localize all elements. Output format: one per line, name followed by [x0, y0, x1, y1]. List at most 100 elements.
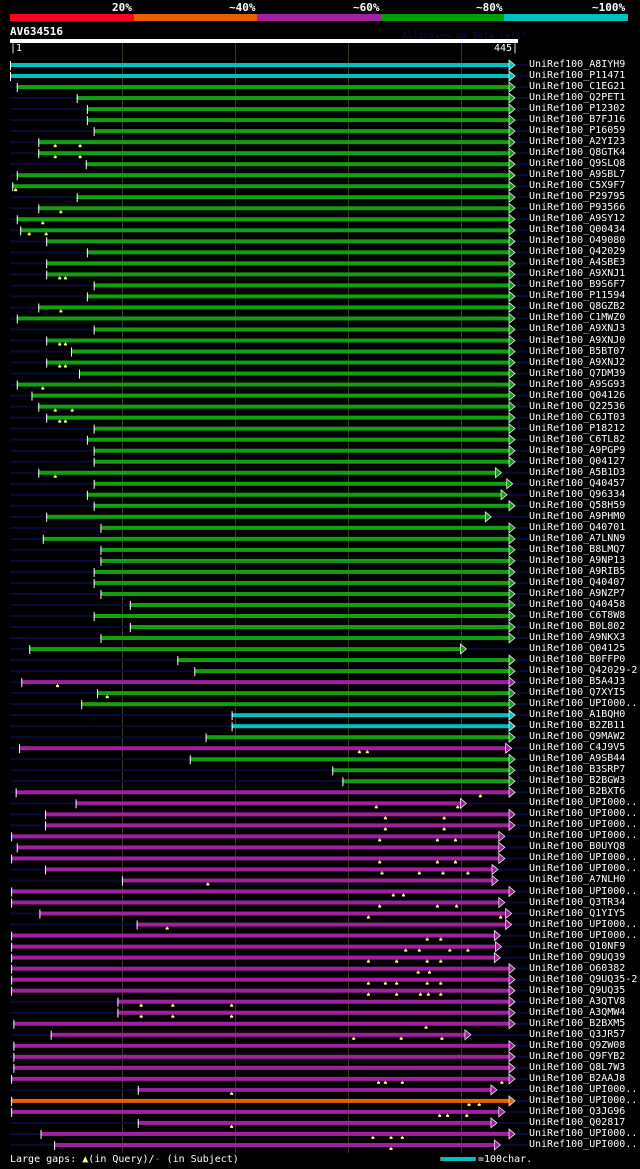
hit-row[interactable] [10, 841, 528, 854]
hit-label[interactable]: UniRef100_A9SY12 [529, 213, 626, 225]
hit-label[interactable]: UniRef100_Q96334 [529, 488, 626, 500]
hit-label[interactable]: UniRef100_Q9FYB2 [529, 1050, 626, 1062]
hit-row[interactable] [10, 290, 528, 303]
hit-row[interactable] [10, 1139, 528, 1151]
hit-label[interactable]: UniRef100_A4SBE3 [529, 257, 626, 269]
hit-label[interactable]: UniRef100_A9RIB5 [529, 565, 626, 577]
hit-row[interactable] [10, 92, 528, 104]
hit-label[interactable]: UniRef100_A9PHM0 [529, 510, 626, 522]
hit-row[interactable] [10, 1051, 528, 1063]
hit-row[interactable] [10, 610, 528, 622]
hit-row[interactable] [10, 907, 528, 920]
hit-label[interactable]: UniRef100_P93566 [529, 202, 626, 214]
hit-row[interactable] [10, 1062, 528, 1074]
hit-label[interactable]: UniRef100_P12302 [529, 103, 626, 115]
hit-label[interactable]: UniRef100_Q22536 [529, 400, 626, 412]
hit-label[interactable]: UniRef100_B5A4J3 [529, 676, 626, 688]
hit-row[interactable] [10, 863, 528, 876]
hit-row[interactable] [10, 279, 528, 292]
hit-label[interactable]: UniRef100_Q8GZB2 [529, 301, 626, 313]
hit-label[interactable]: UniRef100_Q7XYI5 [529, 687, 626, 699]
hit-row[interactable] [10, 940, 528, 953]
hit-label[interactable]: UniRef100_Q7DM39 [529, 367, 626, 379]
hit-label[interactable]: UniRef100_P11471 [529, 70, 626, 82]
hit-row[interactable] [10, 1073, 528, 1085]
hit-label[interactable]: UniRef100_Q9UQ35 [529, 984, 626, 996]
hit-row[interactable] [10, 676, 528, 688]
hit-row[interactable] [10, 588, 528, 600]
hit-row[interactable] [10, 665, 528, 677]
hit-label[interactable]: UniRef100_Q8GTK4 [529, 147, 626, 159]
hit-label[interactable]: UniRef100_Q00434 [529, 224, 626, 236]
hit-label[interactable]: UniRef100_A8IYH9 [529, 59, 626, 70]
hit-label[interactable]: UniRef100_Q40457 [529, 477, 626, 489]
hit-label[interactable]: UniRef100_B2BGW3 [529, 775, 626, 787]
hit-label[interactable]: UniRef100_UPI000.. [529, 1083, 638, 1095]
hit-row[interactable] [10, 59, 528, 71]
hit-row[interactable] [10, 819, 528, 832]
hit-row[interactable] [10, 378, 528, 391]
hit-row[interactable] [10, 81, 528, 93]
hit-row[interactable] [10, 962, 528, 975]
hit-row[interactable] [10, 566, 528, 578]
hit-label[interactable]: UniRef100_C6JT03 [529, 411, 626, 423]
hit-row[interactable] [10, 301, 528, 314]
hit-label[interactable]: UniRef100_Q3TR34 [529, 896, 626, 908]
hit-label[interactable]: UniRef100_Q04126 [529, 389, 626, 401]
hit-label[interactable]: UniRef100_C6TL82 [529, 433, 626, 445]
hit-row[interactable] [10, 103, 528, 115]
hit-row[interactable] [10, 433, 528, 446]
hit-label[interactable]: UniRef100_Q10NF9 [529, 940, 626, 952]
hit-label[interactable]: UniRef100_UPI000.. [529, 819, 638, 831]
hit-label[interactable]: UniRef100_B7FJ16 [529, 114, 626, 126]
hit-label[interactable]: UniRef100_A9NKX3 [529, 632, 626, 644]
hit-row[interactable] [10, 797, 528, 810]
hit-row[interactable] [10, 896, 528, 909]
hit-row[interactable] [10, 136, 528, 148]
hit-label[interactable]: UniRef100_A9XNJ0 [529, 334, 626, 346]
hit-row[interactable] [10, 1084, 528, 1096]
hit-label[interactable]: UniRef100_Q9UQ39 [529, 951, 626, 963]
hit-label[interactable]: UniRef100_UPI000.. [529, 885, 638, 897]
hit-label[interactable]: UniRef100_UPI000.. [529, 1094, 638, 1106]
hit-row[interactable] [10, 775, 528, 788]
hit-row[interactable] [10, 643, 528, 655]
hit-label[interactable]: UniRef100_C6T8W8 [529, 610, 626, 621]
hit-row[interactable] [10, 268, 528, 281]
hit-row[interactable] [10, 654, 528, 666]
hit-label[interactable]: UniRef100_A9NZP7 [529, 587, 626, 599]
hit-label[interactable]: UniRef100_O49080 [529, 235, 626, 247]
hit-row[interactable] [10, 257, 528, 270]
hit-label[interactable]: UniRef100_Q02817 [529, 1116, 626, 1128]
hit-label[interactable]: UniRef100_A7NLH0 [529, 874, 626, 886]
hit-row[interactable] [10, 852, 528, 865]
hit-row[interactable] [10, 478, 528, 490]
hit-label[interactable]: UniRef100_P11594 [529, 290, 626, 302]
hit-row[interactable] [10, 786, 528, 799]
hit-label[interactable]: UniRef100_P16059 [529, 125, 626, 137]
hit-label[interactable]: UniRef100_Q9UQ35-2 [529, 973, 638, 985]
hit-row[interactable] [10, 1106, 528, 1118]
hit-label[interactable]: UniRef100_A9XNJ1 [529, 268, 626, 280]
hit-row[interactable] [10, 389, 528, 402]
hit-row[interactable] [10, 1006, 528, 1019]
hit-label[interactable]: UniRef100_Q04125 [529, 643, 626, 655]
hit-label[interactable]: UniRef100_Q9SLQ8 [529, 158, 626, 170]
hit-row[interactable] [10, 114, 528, 126]
hit-label[interactable]: UniRef100_B9S6F7 [529, 279, 626, 291]
hit-row[interactable] [10, 191, 528, 203]
hit-label[interactable]: UniRef100_A3QTV8 [529, 995, 626, 1007]
hit-label[interactable]: UniRef100_A9SBL7 [529, 169, 626, 181]
hit-row[interactable] [10, 742, 528, 754]
hit-row[interactable] [10, 224, 528, 237]
hit-row[interactable] [10, 1117, 528, 1129]
hit-label[interactable]: UniRef100_A9XNJ2 [529, 356, 626, 368]
hit-row[interactable] [10, 1040, 528, 1052]
hit-row[interactable] [10, 400, 528, 413]
hit-row[interactable] [10, 918, 528, 931]
hit-label[interactable]: UniRef100_A5B1D3 [529, 466, 626, 478]
hit-row[interactable] [10, 158, 528, 170]
hit-row[interactable] [10, 367, 528, 380]
hit-label[interactable]: UniRef100_Q42029-2 [529, 665, 638, 677]
hit-row[interactable] [10, 356, 528, 369]
